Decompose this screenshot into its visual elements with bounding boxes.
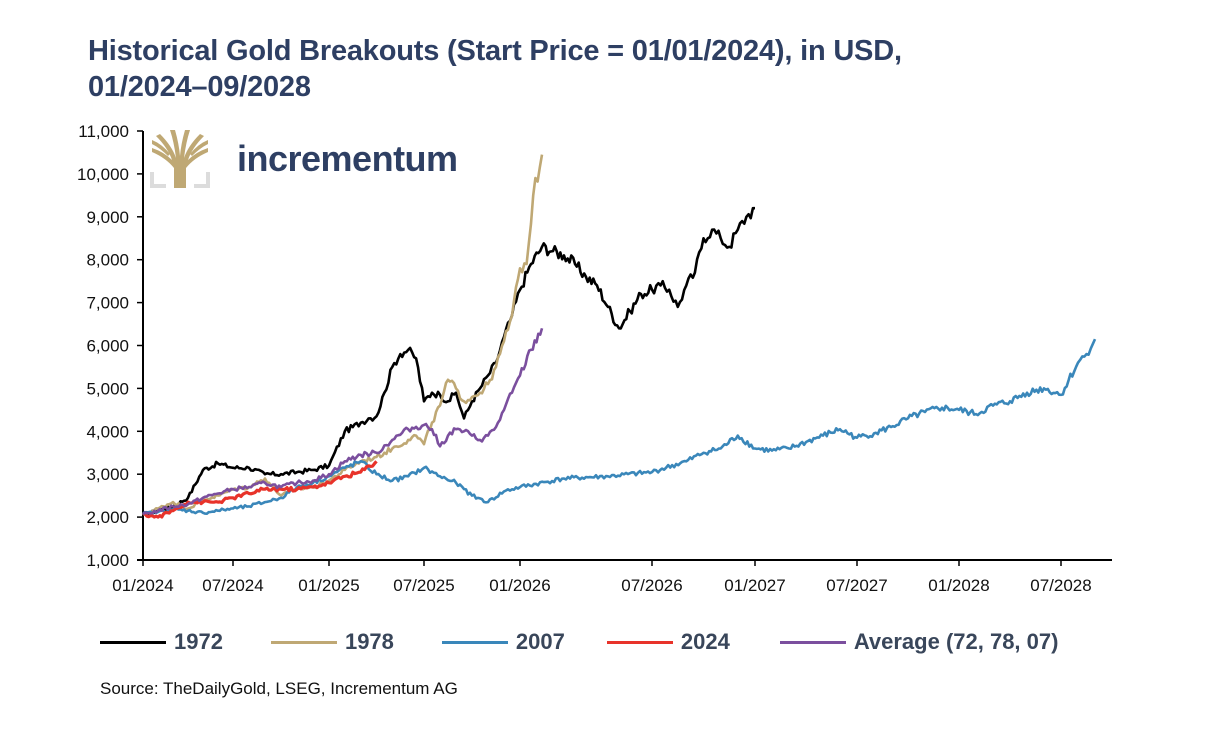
x-tick-label: 07/2025 — [393, 576, 454, 595]
axes: 1,000 2,000 3,000 4,000 5,000 6,000 7,000 8,000… — [77, 122, 1112, 595]
legend-swatch-2024 — [606, 640, 673, 644]
series-layer — [142, 154, 1097, 519]
x-tick-label: 01/2025 — [298, 576, 359, 595]
chart-title-line2: 01/2024–09/2028 — [88, 71, 311, 103]
legend-item-average: Average (72, 78, 07) — [779, 629, 1059, 655]
x-tick-label: 07/2024 — [202, 576, 263, 595]
legend-swatch-1972 — [100, 640, 166, 644]
series-line-2024 — [142, 460, 378, 519]
y-tick-label: 4,000 — [86, 422, 129, 441]
y-tick-label: 2,000 — [86, 508, 129, 527]
source-note: Source: TheDailyGold, LSEG, Incrementum … — [100, 679, 458, 698]
chart-title-line1: Historical Gold Breakouts (Start Price =… — [88, 35, 902, 67]
series-line-2007 — [142, 338, 1097, 516]
legend-item-2007: 2007 — [441, 629, 565, 655]
y-tick-label: 7,000 — [86, 294, 129, 313]
brand-name: incrementum — [237, 138, 458, 179]
legend-item-1972: 1972 — [100, 629, 223, 655]
legend-swatch-1978 — [270, 640, 337, 644]
chart-title: Historical Gold Breakouts (Start Price =… — [88, 33, 1188, 105]
series-line-1978 — [142, 154, 544, 516]
y-tick-label: 8,000 — [86, 251, 129, 270]
legend-label: Average (72, 78, 07) — [853, 629, 1059, 654]
legend-item-1978: 1978 — [270, 629, 394, 655]
y-tick-label: 10,000 — [77, 165, 129, 184]
x-tick-label: 07/2028 — [1030, 576, 1091, 595]
x-tick-label: 07/2027 — [826, 576, 887, 595]
x-tick-label: 01/2028 — [928, 576, 989, 595]
y-tick-label: 3,000 — [86, 465, 129, 484]
legend-swatch-2007 — [441, 640, 508, 644]
legend-item-2024: 2024 — [606, 629, 730, 655]
y-tick-label: 9,000 — [86, 208, 129, 227]
legend: 1972 1978 2007 2024 Average (72, 78, 07) — [100, 627, 1058, 657]
legend-label: 1972 — [174, 629, 223, 654]
legend-label: 2007 — [515, 629, 565, 654]
y-tick-label: 5,000 — [86, 379, 129, 398]
legend-swatch-average — [779, 640, 846, 644]
legend-label: 1978 — [344, 629, 394, 654]
tree-icon — [150, 128, 210, 188]
y-tick-label: 6,000 — [86, 337, 129, 356]
series-line-average-72-78-07- — [142, 327, 544, 516]
series-line-1972 — [142, 206, 755, 516]
y-tick-label: 11,000 — [78, 122, 129, 141]
y-tick-label: 1,000 — [86, 551, 129, 570]
x-tick-label: 07/2026 — [621, 576, 682, 595]
x-tick-label: 01/2026 — [489, 576, 550, 595]
x-tick-label: 01/2027 — [724, 576, 785, 595]
x-tick-label: 01/2024 — [112, 576, 173, 595]
legend-label: 2024 — [680, 629, 730, 654]
